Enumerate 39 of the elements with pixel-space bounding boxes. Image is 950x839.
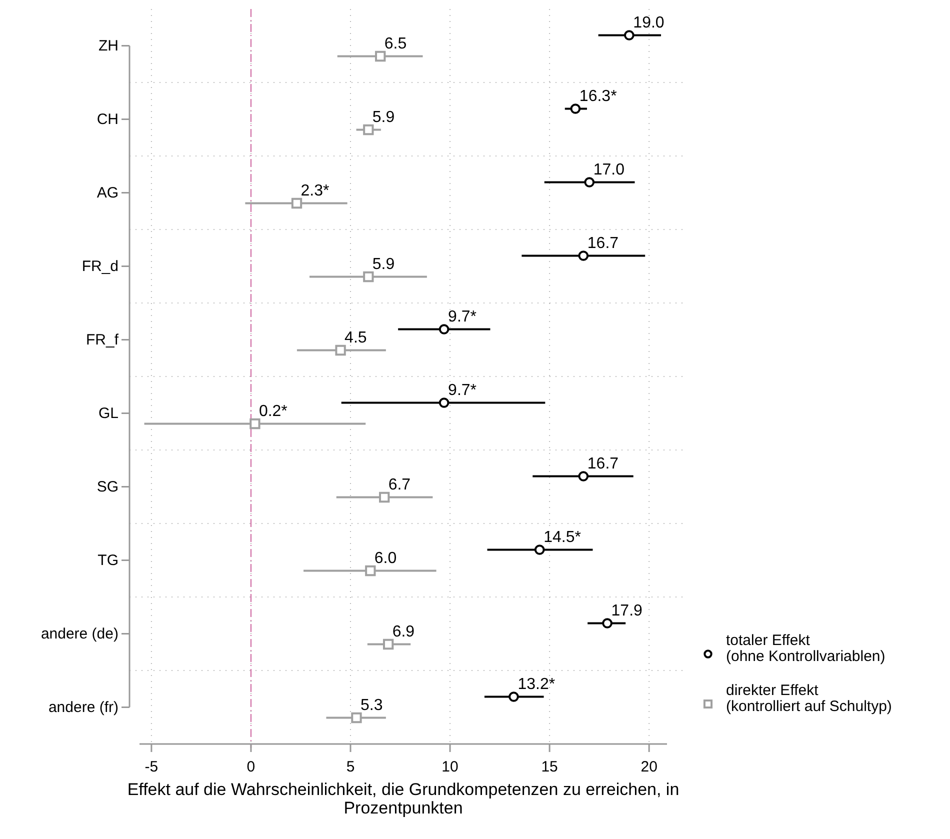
x-tick-label: 5 [346, 758, 355, 776]
data-label: 5.9 [372, 256, 395, 273]
data-label: 4.5 [344, 329, 367, 346]
y-tick-label: andere (de) [40, 626, 118, 643]
y-tick-label: AG [96, 184, 118, 202]
data-label: 6.7 [388, 476, 411, 494]
x-tick-label: 20 [640, 758, 658, 776]
data-label: 19.0 [633, 14, 664, 32]
data-label: 16.7 [587, 234, 619, 252]
data-label: 5.9 [372, 108, 395, 126]
data-label: 6.5 [384, 35, 407, 52]
data-label: 9.7* [448, 382, 477, 399]
data-label: 16.3* [579, 88, 617, 105]
y-tick-label: CH [96, 111, 118, 128]
y-tick-label: TG [98, 552, 118, 570]
legend-label: totaler Effekt (ohne Kontrollvariablen) [726, 632, 886, 665]
data-label: 0.2* [258, 402, 288, 420]
legend-label: direkter Effekt (kontrolliert auf Schultyp) [726, 682, 892, 715]
data-label: 2.3* [300, 182, 330, 200]
y-tick-label: GL [98, 405, 118, 422]
data-label: 9.7* [448, 308, 477, 326]
y-tick-label: SG [96, 478, 118, 496]
data-label: 5.3 [360, 696, 383, 714]
data-label: 17.9 [611, 602, 643, 620]
y-tick-label: ZH [98, 38, 118, 55]
data-label: 6.9 [392, 623, 415, 640]
x-tick-label: 0 [246, 758, 256, 776]
data-label: 14.5* [544, 528, 581, 546]
x-axis-title: Effekt auf die Wahrscheinlichkeit, die Grundkompetenzen zu erreichen, in Prozentpunkten [127, 780, 680, 818]
data-label: 13.2* [518, 676, 556, 693]
data-label: 17.0 [593, 161, 625, 178]
y-tick-label: FR_f [86, 332, 120, 349]
data-label: 6.0 [374, 550, 397, 567]
x-tick-label: 10 [442, 758, 458, 776]
y-tick-label: FR_d [82, 258, 118, 276]
x-tick-label: 15 [541, 758, 558, 776]
data-label: 16.7 [587, 455, 619, 472]
y-tick-label: andere (fr) [48, 699, 118, 716]
x-tick-label: -5 [144, 758, 158, 776]
